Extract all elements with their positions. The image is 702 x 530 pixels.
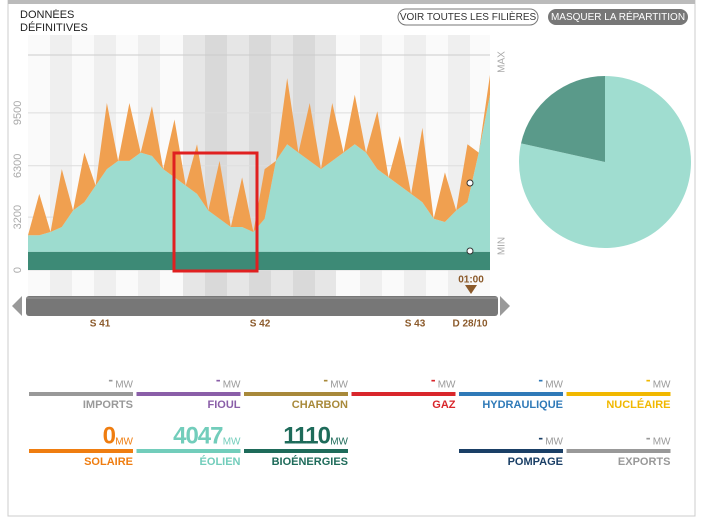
- tile-label: IMPORTS: [83, 399, 133, 411]
- tile-label: EXPORTS: [618, 456, 671, 468]
- top-bar: [8, 0, 695, 4]
- tile-bar: [566, 449, 671, 453]
- area: [28, 251, 490, 270]
- button-label[interactable]: MASQUER LA RÉPARTITION: [551, 10, 685, 23]
- tile-unit: MW: [545, 437, 563, 448]
- tile-value: -: [538, 430, 543, 446]
- tile-label: GAZ: [432, 399, 456, 411]
- pie: [519, 76, 692, 248]
- tile-bar: [29, 449, 133, 453]
- tile-unit: MW: [653, 380, 671, 391]
- cursor-marker[interactable]: [465, 285, 477, 294]
- tile-label: BIOÉNERGIES: [272, 455, 348, 468]
- tile-bar: [351, 392, 456, 396]
- scroll-right[interactable]: [500, 296, 510, 316]
- timeline: S 41 S 42 S 43 D 28/10: [90, 319, 488, 330]
- tile-label: CHARBON: [292, 399, 348, 411]
- y-tick-label: 6300: [12, 154, 24, 178]
- tile-value: 4047: [173, 422, 223, 449]
- scrollbar[interactable]: [26, 296, 498, 316]
- tile-value: -: [646, 430, 651, 446]
- tile-label: POMPAGE: [508, 456, 563, 468]
- timeline-label: S 41: [90, 319, 111, 330]
- tile-unit: MW: [223, 437, 241, 448]
- button-hide[interactable]: [548, 9, 688, 25]
- tile-value: -: [108, 372, 113, 388]
- area: [28, 94, 490, 252]
- tile-label: NUCLÉAIRE: [606, 398, 670, 411]
- tile-unit: MW: [115, 380, 133, 391]
- timeline-label: S 42: [250, 319, 271, 330]
- scroll-left[interactable]: [12, 296, 22, 316]
- tile-label: SOLAIRE: [84, 456, 133, 468]
- plot: 0 3200 6300 9500 MAX MIN: [12, 51, 508, 273]
- tile-unit: MW: [438, 380, 456, 391]
- tile-unit: MW: [330, 437, 348, 448]
- handle[interactable]: [466, 179, 474, 187]
- pie-slice: [521, 76, 605, 162]
- tile-bar: [244, 392, 348, 396]
- tile-bar: [136, 449, 241, 453]
- cursor-label: 01:00: [458, 275, 484, 286]
- selection-box[interactable]: [172, 151, 259, 273]
- tile-bar: [459, 449, 563, 453]
- tile-value: -: [431, 372, 436, 388]
- tile-value: -: [538, 372, 543, 388]
- tile-unit: MW: [653, 437, 671, 448]
- min-label: MIN: [497, 237, 508, 255]
- button-all[interactable]: [397, 8, 539, 26]
- tile-bar: [29, 392, 133, 396]
- tile-label: ÉOLIEN: [200, 455, 241, 468]
- timeline-label: D 28/10: [452, 319, 487, 330]
- handle[interactable]: [466, 247, 474, 255]
- tiles: IMPORTSMW-FIOULMW-CHARBONMW-GAZMW-HYDRAU…: [29, 372, 671, 468]
- tile-unit: MW: [223, 380, 241, 391]
- tile-bar: [136, 392, 241, 396]
- timeline-label: S 43: [405, 319, 426, 330]
- tile-value: 0: [103, 422, 116, 449]
- tile-unit: MW: [115, 437, 133, 448]
- y-tick-label: 3200: [12, 205, 24, 229]
- tile-bar: [459, 392, 563, 396]
- max-label: MAX: [497, 51, 508, 73]
- tile-value: 1110: [283, 422, 330, 449]
- title: DONNÉES DÉFINITIVES: [20, 9, 88, 31]
- button-label[interactable]: VOIR TOUTES LES FILIÈRES: [400, 10, 537, 23]
- tile-bar: [244, 449, 348, 453]
- area: [28, 74, 490, 236]
- y-tick-label: 9500: [12, 101, 24, 125]
- tile-bar: [566, 392, 671, 396]
- tile-unit: MW: [330, 380, 348, 391]
- tile-label: FIOUL: [208, 399, 241, 411]
- tile-label: HYDRAULIQUE: [482, 399, 563, 411]
- y-tick-label: 0: [12, 267, 24, 273]
- tile-value: -: [646, 372, 651, 388]
- tile-value: -: [216, 372, 221, 388]
- tile-value: -: [323, 372, 328, 388]
- tile-unit: MW: [545, 380, 563, 391]
